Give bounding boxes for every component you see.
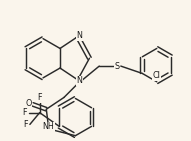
- Text: F: F: [37, 93, 42, 103]
- Text: N: N: [77, 76, 83, 85]
- Text: N: N: [77, 31, 83, 40]
- Text: NH: NH: [42, 122, 54, 131]
- Text: F: F: [24, 120, 28, 129]
- Text: S: S: [114, 62, 119, 71]
- Text: O: O: [25, 99, 32, 108]
- Text: Cl: Cl: [153, 71, 161, 80]
- Text: F: F: [23, 108, 27, 117]
